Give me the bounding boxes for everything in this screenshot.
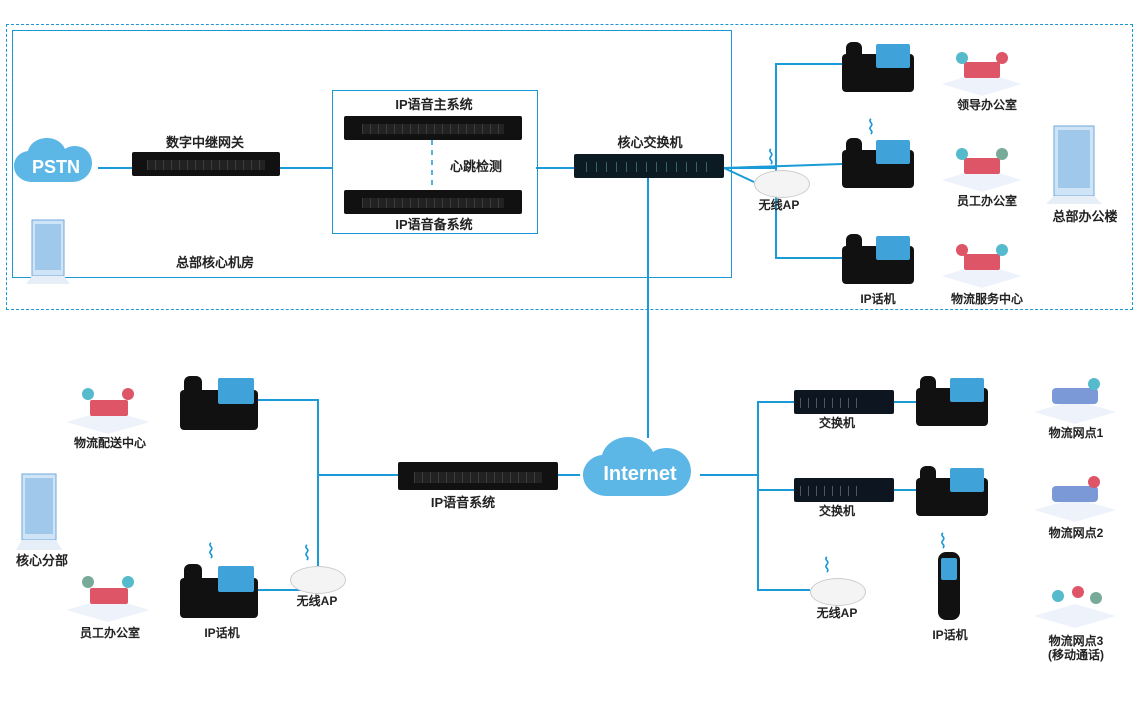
node-phone-b1 (180, 372, 258, 430)
label-staff-office: 员工办公室 (942, 192, 1032, 209)
scene-staff-office-b (66, 564, 150, 622)
label-ap-b: 无线AP (282, 592, 352, 609)
node-switch-r1 (794, 390, 894, 414)
node-phone-t1 (842, 38, 914, 92)
node-phone-r1 (916, 372, 988, 426)
node-phone-b2 (180, 560, 258, 618)
building-room (24, 214, 72, 284)
label-ap-top: 无线AP (744, 196, 814, 213)
label-dist-center: 物流配送中心 (62, 434, 158, 451)
node-switch-r2 (794, 478, 894, 502)
label-leader-office: 领导办公室 (942, 96, 1032, 113)
node-ip-voice (398, 462, 558, 490)
scene-logistics-center (942, 232, 1022, 288)
node-ap-top (754, 170, 810, 198)
scene-leader-office (942, 40, 1022, 96)
label-site1: 物流网点1 (1036, 424, 1116, 441)
label-voice-primary: IP语音主系统 (360, 94, 508, 113)
label-hq-building: 总部办公楼 (1040, 206, 1130, 225)
scene-staff-office (942, 136, 1022, 192)
node-ap-branch (290, 566, 346, 594)
label-ip-phone-top: IP话机 (848, 290, 908, 307)
label-ip-phone-b: IP话机 (192, 624, 252, 641)
node-gateway (132, 152, 280, 176)
wifi-icon: ⌇︎ (206, 542, 216, 562)
scene-dist-center (66, 376, 150, 434)
label-ip-phone-r: IP话机 (920, 626, 980, 643)
label-trunk-gateway: 数字中继网关 (140, 132, 270, 151)
node-handset-r3 (932, 548, 966, 624)
label-logistics: 物流服务中心 (938, 290, 1036, 307)
building-branch (14, 468, 64, 550)
cloud-internet: Internet (575, 434, 705, 518)
label-switch-r2: 交换机 (802, 502, 872, 519)
label-switch-r1: 交换机 (802, 414, 872, 431)
diagram-stage: PSTN Internet ⌇︎ ⌇︎ ⌇︎ ⌇︎ ⌇︎ ⌇︎ IP语音主系统 … (0, 0, 1141, 701)
label-staff-office-b: 员工办公室 (62, 624, 158, 641)
node-pbx-backup (344, 190, 522, 214)
label-hq-core-room: 总部核心机房 (150, 252, 280, 271)
wifi-icon: ⌇︎ (302, 544, 312, 564)
node-ap-right (810, 578, 866, 606)
scene-site3 (1034, 570, 1116, 628)
node-phone-r2 (916, 462, 988, 516)
wifi-icon: ⌇︎ (938, 532, 948, 552)
wifi-icon: ⌇︎ (822, 556, 832, 576)
node-phone-t3 (842, 230, 914, 284)
label-heartbeat: 心跳检测 (436, 156, 516, 175)
wifi-icon: ⌇︎ (766, 148, 776, 168)
cloud-pstn: PSTN (8, 138, 104, 198)
label-ip-voice-system: IP语音系统 (398, 492, 528, 511)
label-voice-backup: IP语音备系统 (360, 214, 508, 233)
cloud-internet-label: Internet (603, 463, 677, 485)
label-site2: 物流网点2 (1036, 524, 1116, 541)
building-hq (1044, 118, 1104, 204)
wifi-icon: ⌇︎ (866, 118, 876, 138)
scene-site2 (1034, 468, 1116, 522)
node-phone-t2 (842, 134, 914, 188)
label-site3b: (移动通话) (1036, 646, 1116, 663)
label-ap-r: 无线AP (802, 604, 872, 621)
node-pbx-primary (344, 116, 522, 140)
cloud-pstn-label: PSTN (32, 157, 80, 177)
scene-site1 (1034, 370, 1116, 424)
label-core-switch: 核心交换机 (590, 132, 710, 151)
label-branch-building: 核心分部 (6, 550, 78, 569)
node-core-switch (574, 154, 724, 178)
